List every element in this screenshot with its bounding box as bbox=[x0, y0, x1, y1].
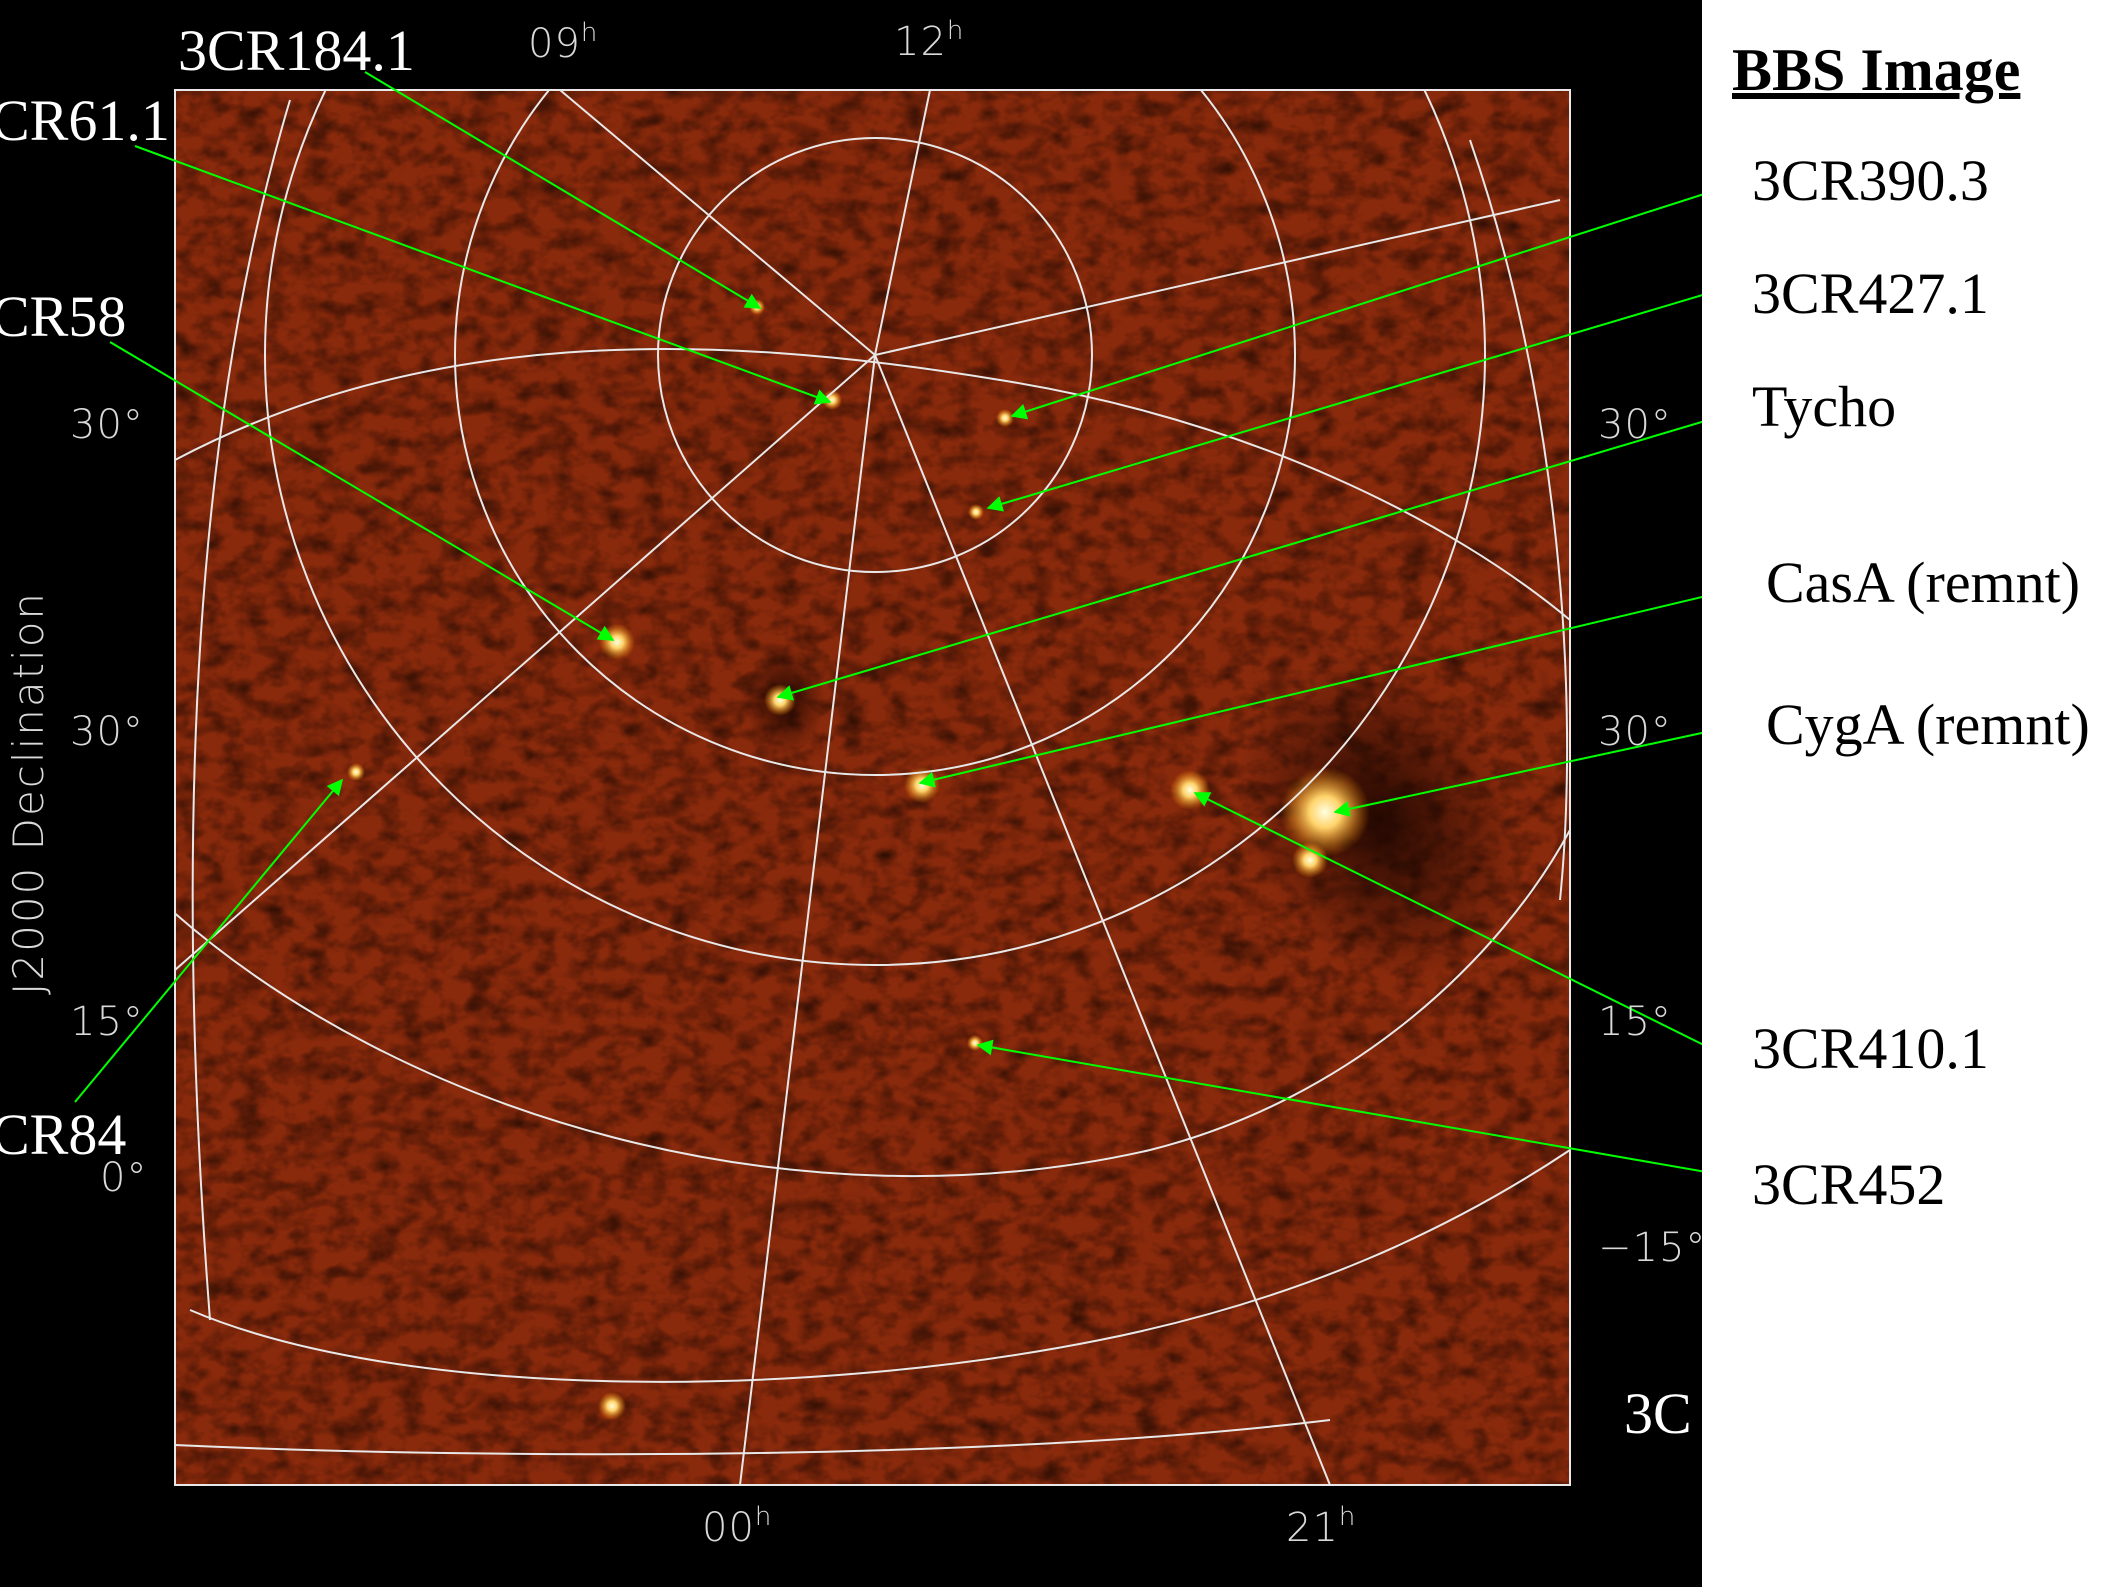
dec-axis-title: J2000 Declination bbox=[4, 590, 53, 995]
dec-tick-right-4: −15° bbox=[1598, 1225, 1707, 1271]
label-3cr390-3: 3CR390.3 bbox=[1752, 148, 1989, 213]
figure-title: BBS Image bbox=[1732, 37, 2021, 103]
dec-tick-left-2: 30° bbox=[70, 709, 144, 755]
ra-tick-12h: 12h bbox=[894, 16, 965, 65]
dec-tick-right-1: 30° bbox=[1598, 402, 1672, 448]
label-partial-3c: 3C bbox=[1624, 1381, 1692, 1446]
label-3cr61-1: 3CR61.1 bbox=[0, 88, 170, 153]
label-3cr410-1: 3CR410.1 bbox=[1752, 1016, 1989, 1081]
label-3cr452: 3CR452 bbox=[1752, 1152, 1946, 1217]
label-tycho: Tycho bbox=[1752, 374, 1897, 439]
dec-tick-left-4: 0° bbox=[100, 1155, 148, 1201]
label-3cr58: 3CR58 bbox=[0, 284, 127, 349]
pointer-lines bbox=[74, 71, 1766, 1181]
label-cyga: CygA (remnt) bbox=[1766, 692, 2090, 757]
ra-tick-09h: 09h bbox=[528, 18, 599, 67]
label-3cr427-1: 3CR427.1 bbox=[1752, 261, 1989, 326]
label-3cr184-1: 3CR184.1 bbox=[178, 18, 415, 83]
label-3cr84: 3CR84 bbox=[0, 1102, 127, 1167]
coordinate-grid bbox=[175, 90, 1570, 1485]
dec-tick-left-1: 30° bbox=[70, 402, 144, 448]
label-panel bbox=[1702, 0, 2118, 1587]
dec-tick-right-2: 30° bbox=[1598, 709, 1672, 755]
label-casa: CasA (remnt) bbox=[1766, 550, 2081, 615]
ra-tick-21h: 21h bbox=[1286, 1502, 1357, 1551]
ra-tick-00h: 00h bbox=[702, 1502, 773, 1551]
dec-tick-right-3: 15° bbox=[1598, 999, 1672, 1045]
dec-tick-left-3: 15° bbox=[70, 999, 144, 1045]
